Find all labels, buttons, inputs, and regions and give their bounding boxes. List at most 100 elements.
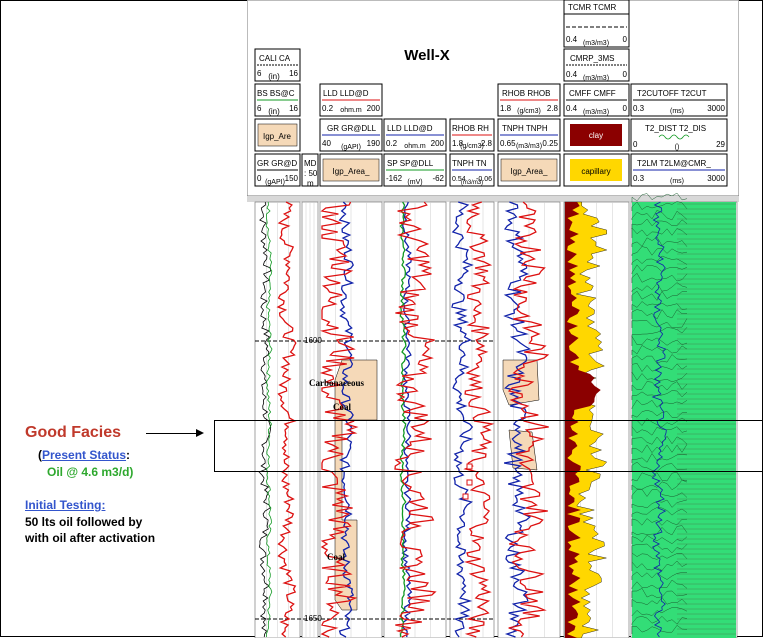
t2-spectrum-line xyxy=(631,218,688,229)
t2-spectrum-line xyxy=(631,290,688,301)
bs-max: 16 xyxy=(289,104,298,113)
gr-left-header-cell xyxy=(254,153,301,187)
carbonaceous-label: Carbonaceous xyxy=(309,378,364,388)
depth-label-1600: 1600 xyxy=(304,336,322,345)
bs-unit: (in) xyxy=(268,107,280,116)
bs-curve xyxy=(265,201,273,638)
t2lm-curve xyxy=(651,201,667,638)
t2-spectrum-line xyxy=(631,201,688,211)
initial-testing-link[interactable]: Initial Testing: xyxy=(25,498,106,512)
cali-unit: (in) xyxy=(268,72,280,81)
track5-header: RHOB RHOB 1.8 (g/cm3) 2.8 TNPH TNPH 0.65… xyxy=(497,83,561,187)
t2-spectrum-line xyxy=(631,624,688,634)
t2lm-name: T2LM T2LM@CMR_ xyxy=(637,159,711,168)
cmrp3ms-name: CMRP_3MS xyxy=(570,54,614,63)
lld1-min: 0.2 xyxy=(322,104,334,113)
t2-spectrum-line xyxy=(631,444,688,454)
lld1-curve xyxy=(319,201,359,638)
well-title: Well-X xyxy=(404,47,450,64)
depth-label-1650: 1650 xyxy=(304,614,322,623)
gr-dll-max: 190 xyxy=(367,139,381,148)
bs-header-cell xyxy=(254,83,301,117)
cmff-header-cell xyxy=(563,83,630,117)
t2-spectrum-line xyxy=(631,587,688,598)
t2dist-min: 0 xyxy=(633,140,638,149)
clay-label: clay xyxy=(589,131,603,140)
present-status-line: (Present Status: xyxy=(38,448,130,462)
tcmr-unit: (m3/m3) xyxy=(583,40,609,47)
lld2-red-curve xyxy=(394,201,437,638)
rhob-header-cell xyxy=(497,83,561,117)
sp-header-cell xyxy=(383,153,447,187)
good-facies-label: Good Facies xyxy=(25,424,122,441)
cali-curve xyxy=(258,201,272,638)
lld2-header-cell xyxy=(383,118,447,152)
t2dist-header-cell xyxy=(630,118,728,152)
md-unit: m xyxy=(307,179,314,188)
rhob-small-header-cell xyxy=(449,118,495,152)
tnph-small-unit: (m3/m3) xyxy=(461,180,483,186)
tnph-small-min: 0.54 xyxy=(452,176,466,183)
rhob-max: 2.8 xyxy=(547,104,559,113)
cali-max: 16 xyxy=(289,69,298,78)
coal-label-upper: Coal xyxy=(333,402,351,412)
t2-spectrum-line xyxy=(631,615,688,625)
t2-spectrum-line xyxy=(631,335,688,346)
tnph-header-cell xyxy=(497,118,561,152)
rhob-small-curve xyxy=(463,201,495,638)
rhob-name: RHOB RHOB xyxy=(502,89,550,98)
gr-dll-name: GR GR@DLL xyxy=(327,124,377,133)
md-scale: : 50 xyxy=(304,169,318,178)
sp-curve xyxy=(399,201,407,638)
rhob-unit: (g/cm3) xyxy=(517,108,541,115)
t2-spectrum-line xyxy=(631,471,688,482)
tcmr-max: 0 xyxy=(623,35,628,44)
t2-spectrum-line xyxy=(631,327,688,337)
t2-spectrum-line xyxy=(631,410,688,418)
tnph-small-header-cell xyxy=(449,153,495,187)
tnph-small-curve xyxy=(451,201,474,638)
log-tracks xyxy=(254,192,738,638)
tnph-name: TNPH TNPH xyxy=(502,124,548,133)
t2-spectrum-line xyxy=(631,435,688,445)
rhob-small-min: 1.8 xyxy=(452,139,464,148)
cali-name: CALI CA xyxy=(259,54,291,63)
t2-spectrum-line xyxy=(631,264,688,274)
good-facies-highlight-box xyxy=(214,420,763,472)
tnph-max: 0.25 xyxy=(542,139,558,148)
t2-spectrum-line xyxy=(631,571,688,580)
cmff-name: CMFF CMFF xyxy=(569,89,616,98)
track1-header: CALI CA 6 (in) 16 BS BS@C 6 (in) 16 Igp_… xyxy=(254,48,301,187)
clay-fill xyxy=(565,202,601,638)
t2cutoff-header-cell xyxy=(630,83,728,117)
t2-spectrum-line xyxy=(631,246,688,256)
t2-spectrum-line xyxy=(631,426,688,436)
t2dist-max: 29 xyxy=(716,140,725,149)
t2-spectrum-line xyxy=(631,507,688,517)
t2-spectrum-line xyxy=(631,272,688,283)
t2-spectrum-line xyxy=(631,607,688,616)
t2dist-name: T2_DIST T2_DIS xyxy=(645,124,706,133)
bs-name: BS BS@C xyxy=(257,89,295,98)
t2-spectrum-line xyxy=(631,552,688,562)
status-open-paren: ( xyxy=(38,448,42,462)
gr-left-name: GR GR@D xyxy=(257,159,297,168)
igp-label-1: Igp_Are xyxy=(263,132,292,141)
lld1-header-cell xyxy=(319,83,383,117)
sp-unit: (mV) xyxy=(407,179,422,186)
t2-spectrum-line xyxy=(631,209,688,221)
lld1-name: LLD LLD@D xyxy=(323,89,369,98)
cmff-min: 0.4 xyxy=(566,104,578,113)
track6-header: TCMR TCMR 0.4 (m3/m3) 0 CMRP_3MS 0.4 (m3… xyxy=(563,0,630,187)
lld2-max: 200 xyxy=(431,139,445,148)
tnph-min: 0.65 xyxy=(500,139,516,148)
present-status-link[interactable]: Present Status xyxy=(42,448,127,462)
t2lm-min: 0.3 xyxy=(633,174,645,183)
md-name: MD xyxy=(304,159,317,168)
tnph-small-max: -0.06 xyxy=(476,176,492,183)
lld2-min: 0.2 xyxy=(386,139,398,148)
t2-spectrum-line xyxy=(631,579,688,589)
t2-spectrum-line xyxy=(631,381,688,391)
t2lm-max: 3000 xyxy=(707,174,725,183)
sample-marker xyxy=(462,493,469,500)
